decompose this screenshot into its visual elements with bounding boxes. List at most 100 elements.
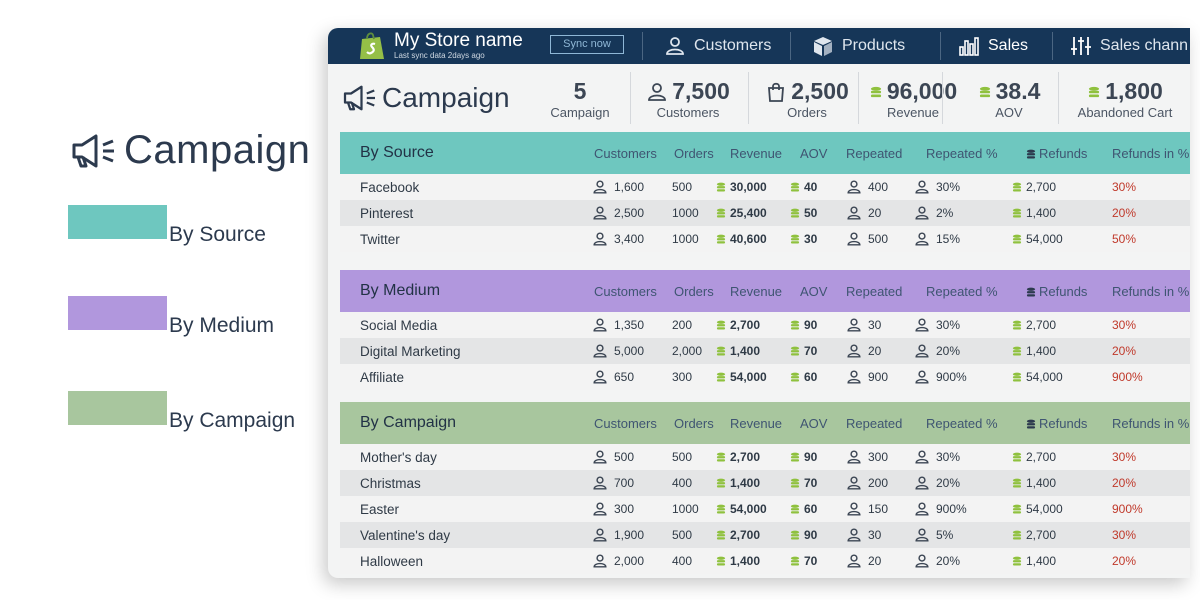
stat-caption: Orders <box>787 105 827 120</box>
column-header-label: Repeated <box>846 283 903 299</box>
column-header[interactable]: Customers <box>594 284 657 299</box>
nav-item-customers[interactable]: Customers <box>664 28 771 64</box>
coins-icon <box>1012 320 1022 330</box>
table-row[interactable]: Affiliate 650 300 54,000 60 900 900% 54,000 900% <box>340 364 1190 390</box>
column-header[interactable]: Orders <box>674 146 714 161</box>
cell-value: 90 <box>804 528 818 542</box>
cell-customers: 1,350 <box>592 312 644 338</box>
cell-value: 25,400 <box>730 206 767 220</box>
table-row[interactable]: Social Media 1,350 200 2,700 90 30 30% 2,700 30% <box>340 312 1190 338</box>
cell-repeated: 400 <box>846 174 888 200</box>
user-icon <box>915 180 929 194</box>
column-header[interactable]: Customers <box>594 146 657 161</box>
cell-orders: 1000 <box>672 200 699 226</box>
column-header[interactable]: Customers <box>594 416 657 431</box>
cell-value: 2,700 <box>730 528 761 542</box>
legend-title-text: Campaign <box>124 128 311 172</box>
nav-label: Sales <box>988 37 1029 54</box>
cell-value: 30% <box>1112 450 1137 464</box>
stat-value: 7,500 <box>672 78 730 104</box>
stat-divider <box>858 72 859 124</box>
cell-value: 20% <box>1112 206 1137 220</box>
cell-value: 20 <box>868 554 882 568</box>
nav-item-sales[interactable]: Sales <box>958 28 1028 64</box>
column-header[interactable]: Refunds <box>1026 416 1087 431</box>
table-row[interactable]: Christmas 700 400 1,400 70 200 20% 1,400 20% <box>340 470 1190 496</box>
column-header-label: Refunds <box>1039 283 1088 299</box>
column-header[interactable]: Repeated <box>846 146 902 161</box>
stat-divider <box>1058 72 1059 124</box>
cell-repeated: 500 <box>846 226 888 252</box>
stat-abandoned-cart: 1,800 Abandoned Cart <box>1064 64 1186 130</box>
nav-item-products[interactable]: Products <box>812 28 905 64</box>
column-header[interactable]: Repeated <box>846 284 902 299</box>
cell-value: 1,400 <box>1026 476 1057 490</box>
column-header[interactable]: Refunds in % <box>1112 416 1189 431</box>
table-row[interactable]: Valentine's day 1,900 500 2,700 90 30 5% 2,700 3… <box>340 522 1190 548</box>
table-row[interactable]: Mother's day 500 500 2,700 90 300 30% 2,700 30% <box>340 444 1190 470</box>
database-icon <box>1026 149 1036 159</box>
column-header[interactable]: Refunds <box>1026 146 1087 161</box>
cell-refunds: 2,700 <box>1012 522 1056 548</box>
column-header[interactable]: Refunds <box>1026 284 1087 299</box>
cell-orders: 400 <box>672 470 692 496</box>
section-by-campaign: By Campaign Customers Orders Revenue AOV Repe… <box>340 402 1190 574</box>
column-header[interactable]: Revenue <box>730 284 782 299</box>
sync-now-button[interactable]: Sync now <box>550 35 624 54</box>
coins-icon <box>1012 208 1022 218</box>
store-name: My Store name <box>394 30 523 51</box>
nav-item-sales-channels[interactable]: Sales chann <box>1070 28 1188 64</box>
column-header[interactable]: Revenue <box>730 146 782 161</box>
table-row[interactable]: Easter 300 1000 54,000 60 150 900% 54,000 900% <box>340 496 1190 522</box>
column-header[interactable]: Orders <box>674 416 714 431</box>
bar-chart-icon <box>959 37 979 56</box>
section-header: By Medium Customers Orders Revenue AOV Repeat… <box>340 270 1190 312</box>
row-name: Twitter <box>360 231 400 247</box>
stat-caption: Customers <box>656 105 720 120</box>
column-header[interactable]: AOV <box>800 284 827 299</box>
cell-refunds-pct: 50% <box>1112 226 1136 252</box>
column-header[interactable]: Refunds in % <box>1112 146 1189 161</box>
cell-repeated-pct: 900% <box>914 496 967 522</box>
table-row[interactable]: Facebook 1,600 500 30,000 40 400 30% 2,700 30% <box>340 174 1190 200</box>
column-header[interactable]: Refunds in % <box>1112 284 1189 299</box>
cell-value: 2,700 <box>1026 180 1057 194</box>
column-header[interactable]: Orders <box>674 284 714 299</box>
column-header-label: Repeated % <box>926 145 998 161</box>
table-row[interactable]: Twitter 3,400 1000 40,600 30 500 15% 54,000 50% <box>340 226 1190 252</box>
cell-value: 5% <box>936 528 954 542</box>
cell-customers: 650 <box>592 364 634 390</box>
coins-icon <box>716 372 726 382</box>
cell-value: 2,000 <box>614 554 645 568</box>
table-row[interactable]: Digital Marketing 5,000 2,000 1,400 70 20 20% 1… <box>340 338 1190 364</box>
coins-icon <box>716 478 726 488</box>
coins-icon <box>1012 346 1022 356</box>
cell-value: 1,400 <box>1026 206 1057 220</box>
row-name: Halloween <box>360 553 424 569</box>
cell-value: 70 <box>804 554 818 568</box>
coins-icon <box>1012 504 1022 514</box>
cell-value: 54,000 <box>1026 232 1063 246</box>
column-header[interactable]: Repeated % <box>926 146 998 161</box>
column-header[interactable]: Repeated % <box>926 284 998 299</box>
column-header[interactable]: AOV <box>800 146 827 161</box>
user-icon <box>593 528 607 542</box>
cell-value: 30% <box>1112 180 1137 194</box>
cell-value: 500 <box>672 528 693 542</box>
coins-icon <box>790 234 800 244</box>
column-header[interactable]: Repeated <box>846 416 902 431</box>
stat-customers: 7,500 Customers <box>632 64 744 130</box>
table-row[interactable]: Pinterest 2,500 1000 25,400 50 20 2% 1,400 20% <box>340 200 1190 226</box>
cell-value: 20% <box>1112 476 1137 490</box>
user-icon <box>593 476 607 490</box>
table-row[interactable]: Halloween 2,000 400 1,400 70 20 20% 1,400 20% <box>340 548 1190 574</box>
coins-icon <box>790 478 800 488</box>
column-header[interactable]: Revenue <box>730 416 782 431</box>
user-icon <box>593 206 607 220</box>
column-header[interactable]: Repeated % <box>926 416 998 431</box>
cell-refunds: 54,000 <box>1012 226 1063 252</box>
column-header[interactable]: AOV <box>800 416 827 431</box>
cell-value: 2% <box>936 206 954 220</box>
legend-swatch-teal <box>68 205 167 239</box>
row-name: Social Media <box>360 317 438 333</box>
